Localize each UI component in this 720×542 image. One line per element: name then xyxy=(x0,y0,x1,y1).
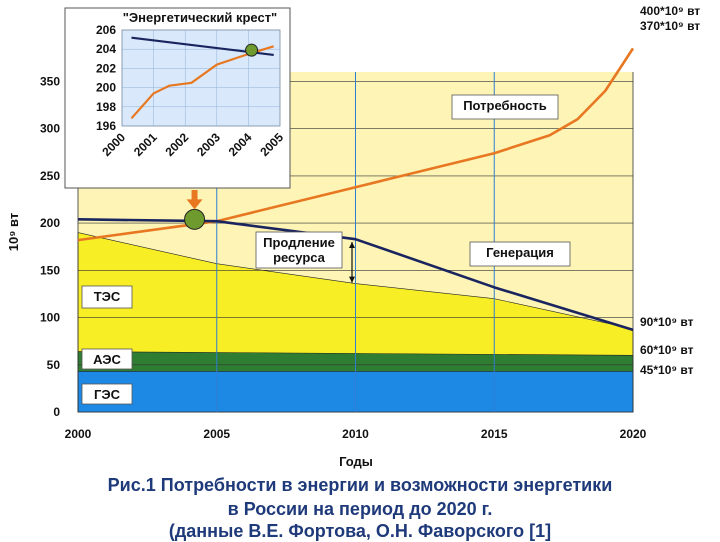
y-tick-label: 150 xyxy=(40,263,60,277)
y-tick-label: 300 xyxy=(40,122,60,136)
aes-label-box xyxy=(81,348,133,370)
y-tick-label: 0 xyxy=(53,405,60,419)
generation-label-box xyxy=(469,241,571,267)
inset-y-tick: 198 xyxy=(96,100,116,114)
y-tick-label: 350 xyxy=(40,74,60,88)
inset-y-tick: 202 xyxy=(96,61,116,75)
inset-crossover-marker xyxy=(245,43,259,57)
aes-label-text: АЭС xyxy=(93,352,121,367)
ges-label-text: ГЭС xyxy=(94,387,121,402)
right-value-label: 60*10⁹ вт xyxy=(640,343,694,357)
inset-y-tick: 196 xyxy=(96,119,116,133)
caption-line-1: Рис.1 Потребности в энергии и возможност… xyxy=(107,475,613,495)
right-value-label: 370*10⁹ вт xyxy=(640,19,700,33)
prolongation-arrowhead-top xyxy=(349,242,355,248)
x-tick-label: 2005 xyxy=(203,427,230,441)
tes-label-box xyxy=(81,285,133,309)
prolongation-label-box xyxy=(255,231,343,269)
x-tick-label: 2010 xyxy=(342,427,369,441)
right-value-label: 400*10⁹ вт xyxy=(640,4,700,18)
y-tick-label: 100 xyxy=(40,311,60,325)
y-axis-title: 10⁹ вт xyxy=(6,213,21,251)
ges-label-box xyxy=(81,383,133,405)
inset-y-tick: 200 xyxy=(96,81,116,95)
x-tick-label: 2015 xyxy=(481,427,508,441)
axis-ticks: 0 50 100 150 200 250 300 350 2000 2005 2010 2015 202… xyxy=(6,74,647,469)
x-tick-label: 2020 xyxy=(620,427,647,441)
prolongation-label-text: ресурса xyxy=(273,250,326,265)
series-lines xyxy=(77,47,635,332)
demand-label-box xyxy=(451,94,559,120)
caption-line-3: (данные В.Е. Фортова, О.Н. Фаворского [1… xyxy=(168,521,552,541)
inset-connector-head xyxy=(186,199,203,210)
y-tick-label: 200 xyxy=(40,216,60,230)
generation-label-text: Генерация xyxy=(486,245,554,260)
inset-y-tick: 204 xyxy=(96,42,116,56)
line-Генерация xyxy=(77,218,634,332)
prolongation-arrowhead-bottom xyxy=(349,276,355,283)
x-axis-title: Годы xyxy=(339,454,373,469)
tes-label-text: ТЭС xyxy=(94,289,121,304)
y-tick-label: 250 xyxy=(40,169,60,183)
y-tick-label: 50 xyxy=(47,358,61,372)
crossover-marker xyxy=(184,208,206,230)
demand-label-text: Потребность xyxy=(463,98,547,113)
right-value-label: 90*10⁹ вт xyxy=(640,315,694,329)
right-value-label: 45*10⁹ вт xyxy=(640,363,694,377)
inset-title: "Энергетический крест" xyxy=(123,10,277,25)
inset-plot-bg xyxy=(121,29,281,127)
caption-line-2: в России на период до 2020 г. xyxy=(227,499,493,519)
prolongation-label-text: Продление xyxy=(263,235,335,250)
inset-y-tick: 206 xyxy=(96,23,116,37)
x-tick-label: 2000 xyxy=(65,427,92,441)
line-Потребность xyxy=(77,47,635,242)
